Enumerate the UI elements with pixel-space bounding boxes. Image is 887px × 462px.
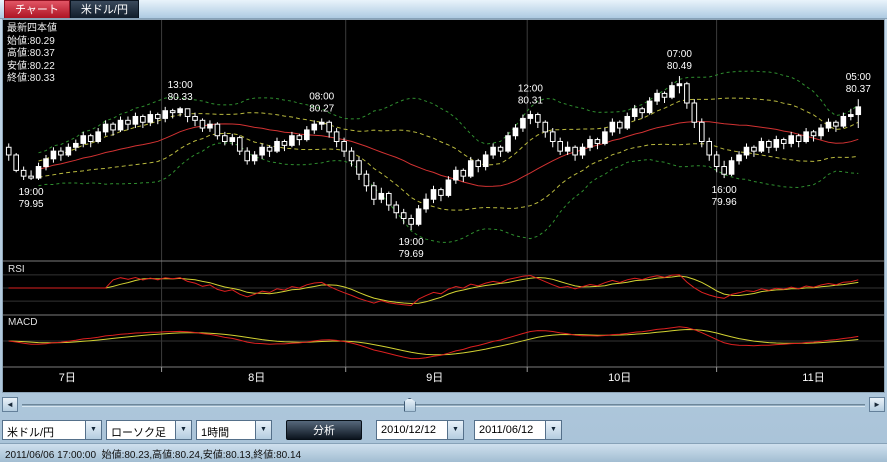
svg-text:05:00: 05:00 [846,72,871,83]
pair-select[interactable]: 米ドル/円 ▼ [2,419,102,440]
chevron-down-icon[interactable]: ▼ [447,420,463,439]
rsi-panel-label: RSI [8,264,25,275]
scroll-right-button[interactable]: ► [869,397,885,412]
svg-text:9日: 9日 [426,372,443,384]
svg-text:7日: 7日 [59,372,76,384]
scrollbar-groove [22,403,865,407]
latest-prices-legend: 最新四本値 始値:80.29 高値:80.37 安値:80.22 終値:80.3… [7,23,57,86]
tab-bar: チャート 米ドル/円 [0,0,887,19]
legend-title: 最新四本値 [7,23,57,34]
svg-text:16:00: 16:00 [712,185,737,196]
macd-panel-label: MACD [8,317,38,328]
legend-low: 安値:80.22 [7,60,55,72]
svg-text:80.31: 80.31 [518,96,543,107]
date-to-value: 2011/06/12 [479,423,534,436]
scrollbar-thumb[interactable] [403,397,416,412]
timeframe-value: 1時間 [201,426,230,439]
svg-text:80.37: 80.37 [846,84,871,95]
svg-text:79.95: 79.95 [19,199,44,210]
legend-high: 高値:80.37 [7,48,55,59]
chart-type-select[interactable]: ローソク足 ▼ [106,419,192,440]
svg-text:08:00: 08:00 [309,91,334,102]
svg-text:80.49: 80.49 [667,61,692,72]
chart-scrollbar: ◄ ► [0,393,887,416]
toolbar: 米ドル/円 ▼ ローソク足 ▼ 1時間 ▼ 分析 2010/12/12 ▼ 20… [0,416,887,443]
chart-area[interactable]: 19:00 79.95 13:00 80.33 08:00 80.27 19:00 79.69… [2,19,885,393]
svg-text:10日: 10日 [608,372,631,384]
svg-text:79.69: 79.69 [399,249,424,260]
chart-type-value: ローソク足 [111,426,166,439]
svg-text:12:00: 12:00 [518,84,543,95]
analyze-button[interactable]: 分析 [286,419,362,440]
tab-currency-pair[interactable]: 米ドル/円 [69,0,139,18]
svg-text:11日: 11日 [802,372,824,384]
svg-text:80.33: 80.33 [168,92,193,103]
chevron-down-icon[interactable]: ▼ [85,420,101,439]
date-from-value: 2010/12/12 [381,423,437,436]
pair-select-value: 米ドル/円 [7,426,55,439]
date-to-select[interactable]: 2011/06/12 ▼ [474,419,562,440]
legend-close: 終値:80.33 [7,73,55,84]
svg-text:79.96: 79.96 [712,197,737,208]
chevron-down-icon[interactable]: ▼ [255,420,271,439]
svg-text:07:00: 07:00 [667,49,692,60]
chevron-down-icon[interactable]: ▼ [175,420,191,439]
legend-open: 始値:80.29 [7,35,55,47]
status-bar: 2011/06/06 17:00:00 始値:80.23,高値:80.24,安値… [0,443,887,462]
date-from-select[interactable]: 2010/12/12 ▼ [376,419,464,440]
svg-text:8日: 8日 [248,372,265,384]
svg-text:80.27: 80.27 [309,103,334,114]
scrollbar-track[interactable] [20,397,867,413]
scroll-left-button[interactable]: ◄ [2,397,18,412]
svg-text:19:00: 19:00 [19,187,44,198]
timeframe-select[interactable]: 1時間 ▼ [196,419,272,440]
tab-chart[interactable]: チャート [4,0,70,18]
svg-text:19:00: 19:00 [399,237,424,248]
chevron-down-icon[interactable]: ▼ [545,420,561,439]
svg-text:13:00: 13:00 [168,80,193,91]
